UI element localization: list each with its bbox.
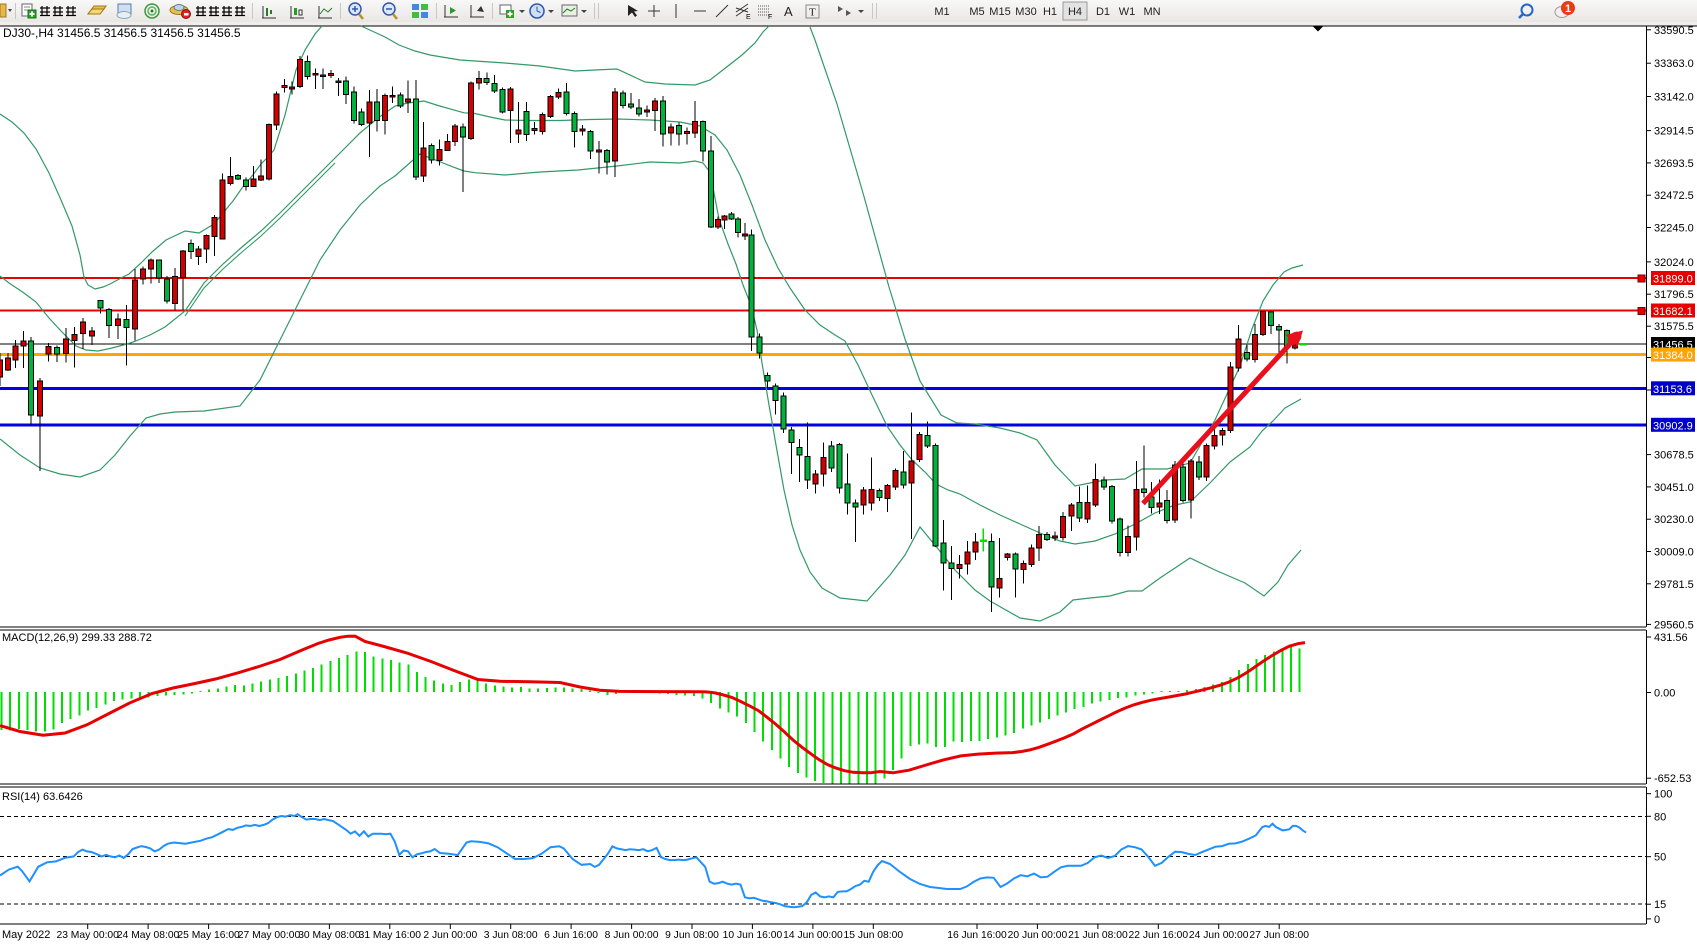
svg-text:22 Jun 16:00: 22 Jun 16:00 — [1129, 930, 1189, 941]
svg-text:8 Jun 00:00: 8 Jun 00:00 — [605, 930, 659, 941]
svg-text:50: 50 — [1654, 852, 1666, 864]
svg-text:30902.9: 30902.9 — [1653, 420, 1693, 432]
svg-text:24 Jun 00:00: 24 Jun 00:00 — [1189, 930, 1249, 941]
svg-text:9 Jun 08:00: 9 Jun 08:00 — [665, 930, 719, 941]
svg-text:M15: M15 — [989, 6, 1010, 18]
svg-text:31796.5: 31796.5 — [1654, 289, 1694, 301]
svg-text:2 Jun 00:00: 2 Jun 00:00 — [423, 930, 477, 941]
svg-text:32914.5: 32914.5 — [1654, 126, 1694, 138]
svg-text:M1: M1 — [934, 6, 949, 18]
svg-text:30230.0: 30230.0 — [1654, 514, 1694, 526]
svg-text:W1: W1 — [1119, 6, 1136, 18]
svg-text:31384.0: 31384.0 — [1653, 350, 1693, 362]
svg-text:May 2022: May 2022 — [2, 929, 50, 941]
svg-text:80: 80 — [1654, 811, 1666, 823]
svg-text:30 May 08:00: 30 May 08:00 — [298, 930, 361, 941]
svg-text:23 May 00:00: 23 May 00:00 — [56, 930, 119, 941]
svg-text:16 Jun 16:00: 16 Jun 16:00 — [947, 930, 1007, 941]
svg-text:H1: H1 — [1043, 6, 1057, 18]
svg-text:15 Jun 08:00: 15 Jun 08:00 — [844, 930, 904, 941]
svg-text:0.00: 0.00 — [1654, 688, 1675, 700]
svg-text:431.56: 431.56 — [1654, 632, 1688, 644]
svg-text:31575.5: 31575.5 — [1654, 321, 1694, 333]
svg-text:6 Jun 16:00: 6 Jun 16:00 — [544, 930, 598, 941]
svg-text:-652.53: -652.53 — [1654, 773, 1691, 785]
svg-text:32245.0: 32245.0 — [1654, 223, 1694, 235]
svg-text:31 May 16:00: 31 May 16:00 — [359, 930, 422, 941]
svg-text:27 May 00:00: 27 May 00:00 — [238, 930, 301, 941]
svg-text:A: A — [784, 4, 793, 19]
svg-text:100: 100 — [1654, 789, 1672, 801]
svg-text:31899.0: 31899.0 — [1653, 274, 1693, 286]
svg-text:10 Jun 16:00: 10 Jun 16:00 — [723, 930, 783, 941]
svg-text:30678.5: 30678.5 — [1654, 450, 1694, 462]
svg-text:3 Jun 08:00: 3 Jun 08:00 — [484, 930, 538, 941]
svg-text:M5: M5 — [969, 6, 984, 18]
svg-text:MACD(12,26,9) 299.33 288.72: MACD(12,26,9) 299.33 288.72 — [2, 632, 152, 644]
svg-text:29560.5: 29560.5 — [1654, 619, 1694, 631]
svg-text:0: 0 — [1654, 914, 1660, 926]
svg-text:MN: MN — [1143, 6, 1160, 18]
svg-text:30451.0: 30451.0 — [1654, 482, 1694, 494]
svg-text:33590.5: 33590.5 — [1654, 25, 1694, 37]
svg-text:33142.0: 33142.0 — [1654, 92, 1694, 104]
svg-text:E: E — [746, 14, 751, 21]
svg-text:32472.5: 32472.5 — [1654, 190, 1694, 202]
svg-text:14 Jun 00:00: 14 Jun 00:00 — [783, 930, 843, 941]
svg-text:20 Jun 00:00: 20 Jun 00:00 — [1008, 930, 1068, 941]
svg-text:25 May 16:00: 25 May 16:00 — [177, 930, 240, 941]
svg-text:30009.0: 30009.0 — [1654, 547, 1694, 559]
svg-text:F: F — [768, 14, 772, 21]
svg-text:32693.5: 32693.5 — [1654, 158, 1694, 170]
svg-text:D1: D1 — [1096, 6, 1110, 18]
svg-text:29781.5: 29781.5 — [1654, 579, 1694, 591]
svg-text:27 Jun 08:00: 27 Jun 08:00 — [1249, 930, 1309, 941]
svg-text:T: T — [809, 7, 816, 19]
svg-text:M30: M30 — [1015, 6, 1036, 18]
svg-text:RSI(14) 63.6426: RSI(14) 63.6426 — [2, 791, 83, 803]
svg-text:24 May 08:00: 24 May 08:00 — [117, 930, 180, 941]
svg-text:DJ30-,H4 31456.5 31456.5 3145: DJ30-,H4 31456.5 31456.5 31456.5 31456.5 — [3, 26, 241, 40]
svg-text:21 Jun 08:00: 21 Jun 08:00 — [1068, 930, 1128, 941]
svg-text:31153.6: 31153.6 — [1653, 384, 1692, 396]
svg-text:32024.0: 32024.0 — [1654, 257, 1694, 269]
svg-text:15: 15 — [1654, 899, 1666, 911]
svg-text:33363.0: 33363.0 — [1654, 58, 1694, 70]
svg-text:31682.1: 31682.1 — [1653, 306, 1693, 318]
svg-text:H4: H4 — [1068, 6, 1082, 18]
svg-text:1: 1 — [1565, 3, 1571, 15]
